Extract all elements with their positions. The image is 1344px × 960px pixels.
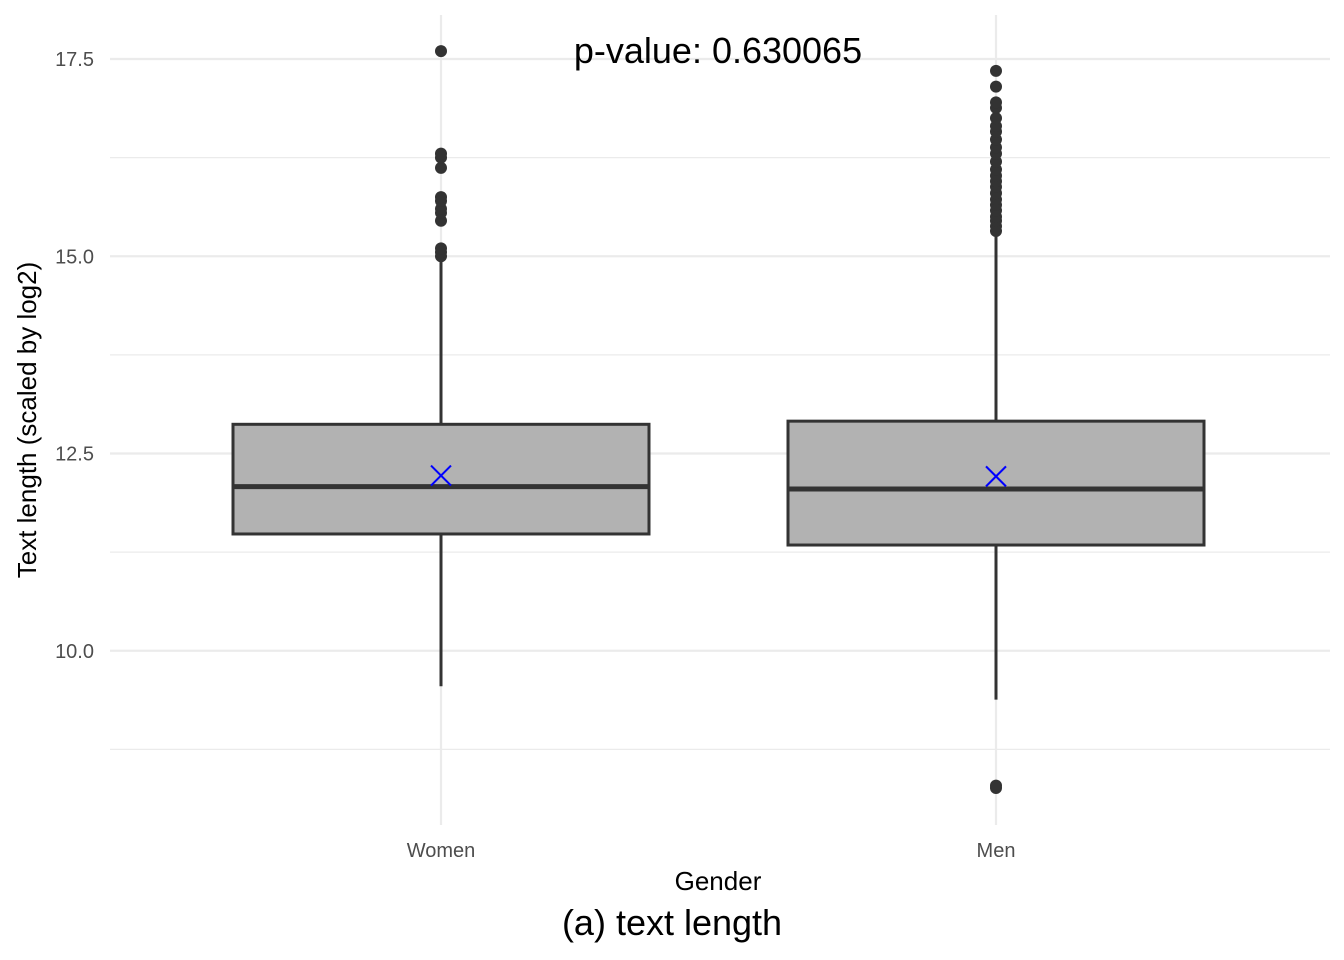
outlier-point xyxy=(435,147,447,160)
iqr-box xyxy=(231,422,651,536)
y-axis-ticks: 10.0 12.5 15.0 17.5 xyxy=(55,49,94,663)
boxes xyxy=(231,45,1206,795)
y-tick-label: 12.5 xyxy=(55,444,94,466)
mean-marker xyxy=(985,465,1007,488)
y-tick-label: 15.0 xyxy=(55,246,94,268)
x-axis-ticks: Women Men xyxy=(407,840,1016,862)
outlier-point xyxy=(990,96,1002,109)
x-axis-title: Gender xyxy=(675,866,762,896)
p-value-annotation: p-value: 0.630065 xyxy=(574,30,862,71)
mean-marker xyxy=(430,464,452,487)
figure-caption: (a) text length xyxy=(561,902,783,943)
iqr-box xyxy=(786,419,1206,547)
mean-marker-stroke xyxy=(430,464,452,487)
outlier-point xyxy=(990,779,1002,792)
box-women xyxy=(231,45,651,687)
box-men xyxy=(786,64,1206,795)
outlier-point xyxy=(990,64,1002,77)
outlier-point xyxy=(435,161,447,174)
y-tick-label: 10.0 xyxy=(55,641,94,663)
box-plot: 10.0 12.5 15.0 17.5 Women Men Gender Text le… xyxy=(12,15,1330,896)
outlier-point xyxy=(435,191,447,204)
x-tick-label: Women xyxy=(407,840,476,862)
outlier-point xyxy=(990,80,1002,93)
outlier-point xyxy=(435,242,447,255)
outlier-point xyxy=(990,112,1002,125)
x-tick-label: Men xyxy=(977,840,1016,862)
y-tick-label: 17.5 xyxy=(55,49,94,71)
mean-marker-stroke xyxy=(985,465,1007,488)
y-axis-title: Text length (scaled by log2) xyxy=(12,262,42,579)
outlier-point xyxy=(435,45,447,58)
